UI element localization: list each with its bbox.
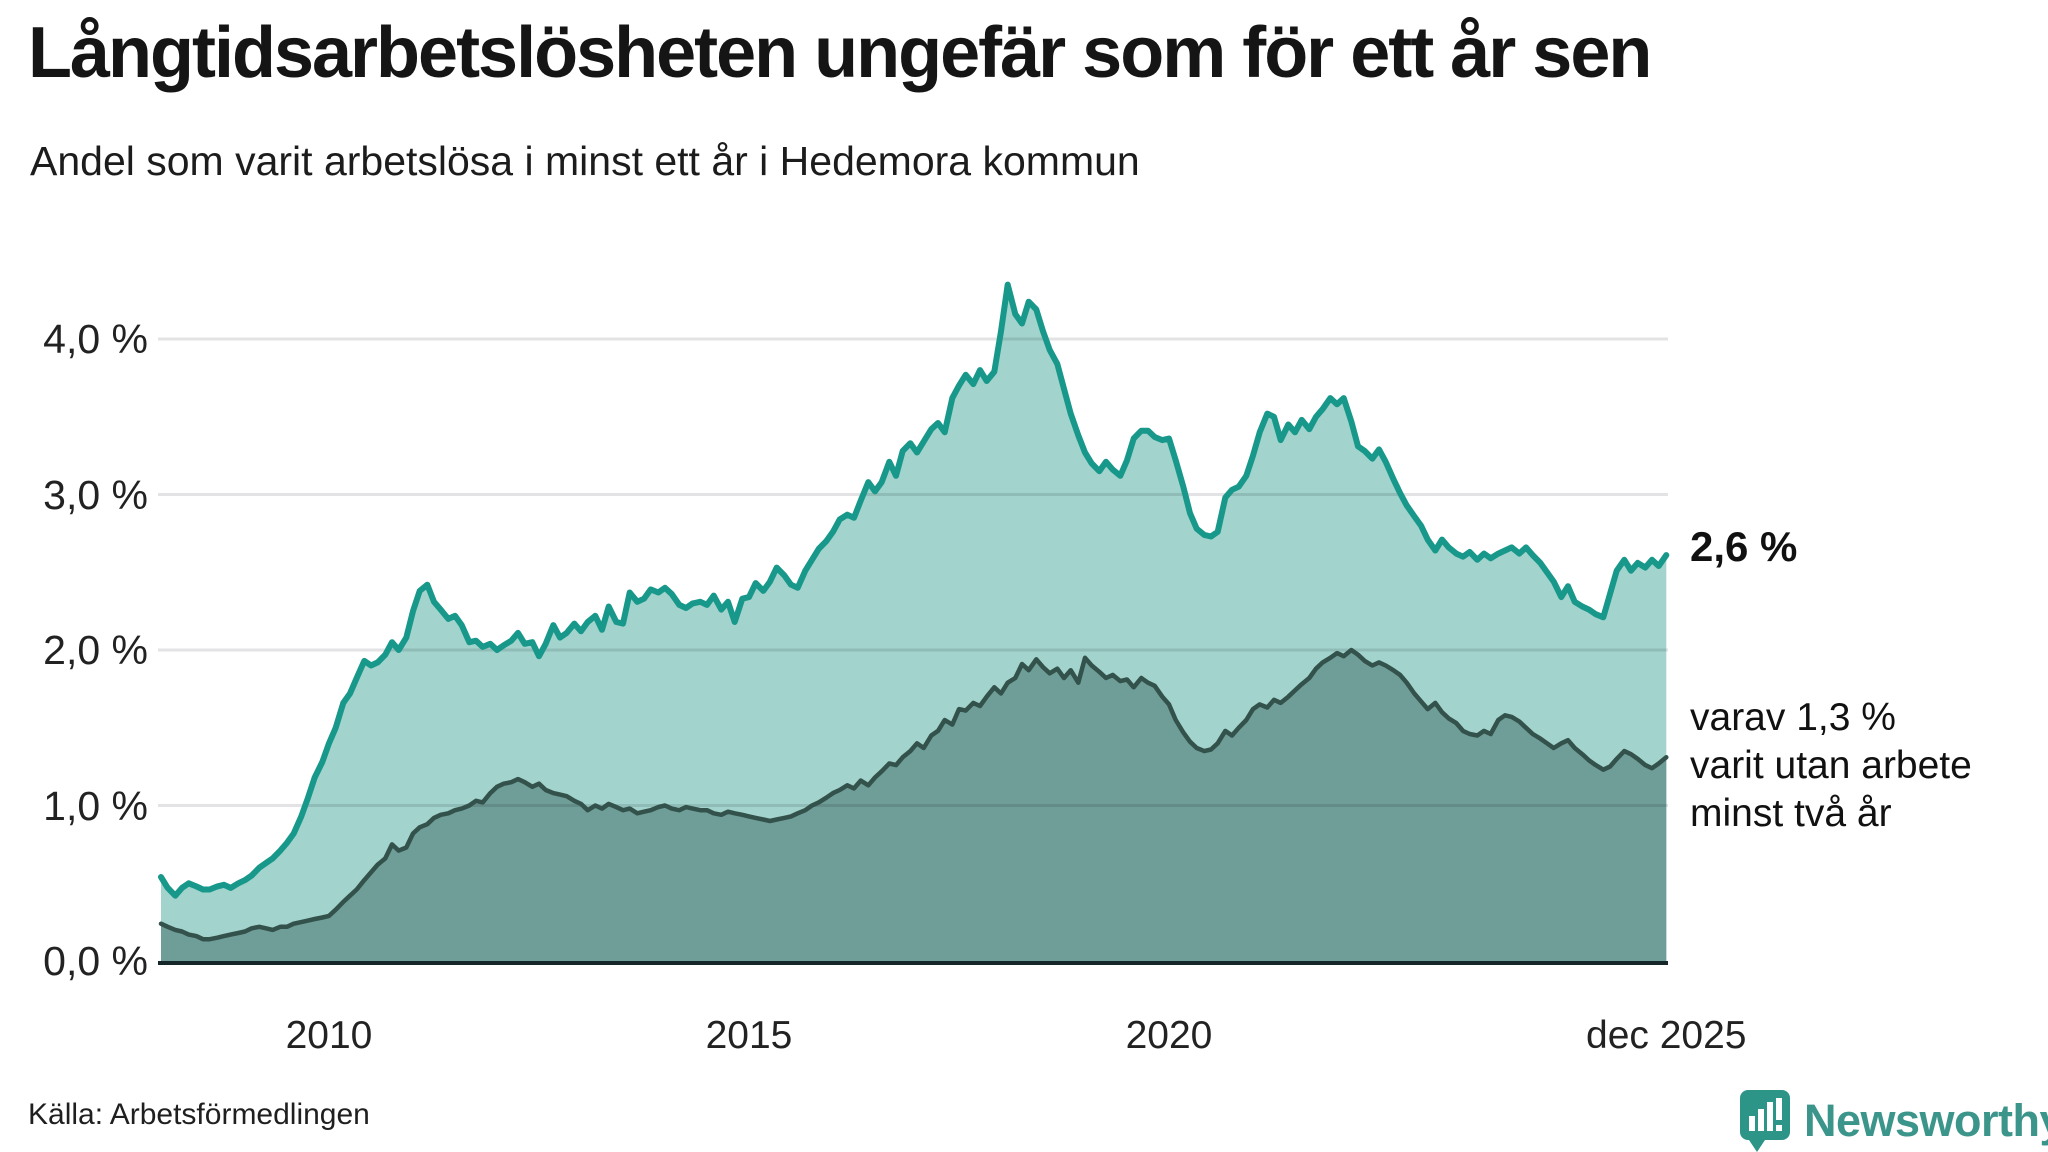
- y-tick-label: 3,0 %: [43, 471, 148, 518]
- series-line-1: [158, 647, 1669, 942]
- side-note-line: varit utan arbete: [1690, 744, 1972, 787]
- side-note-line: minst två år: [1690, 792, 1892, 835]
- x-tick-label: 2020: [1125, 1014, 1213, 1057]
- y-tick-label: 1,0 %: [43, 782, 148, 829]
- newsworthy-icon: [1740, 1090, 1790, 1152]
- x-tick-label: 2010: [285, 1014, 373, 1057]
- x-tick-label: 2015: [705, 1014, 793, 1057]
- y-tick-label: 4,0 %: [43, 316, 148, 362]
- y-tick-label: 0,0 %: [43, 938, 148, 984]
- side-note-annotation: varav 1,3 % varit utan arbete minst två …: [1690, 694, 1972, 838]
- source-attribution: Källa: Arbetsförmedlingen: [28, 1098, 370, 1131]
- series-line-0: [158, 281, 1670, 899]
- brand-logo: Newsworthy: [1740, 1090, 2048, 1152]
- page-title: Långtidsarbetslösheten ungefär som för e…: [28, 13, 1652, 93]
- side-note-line: varav 1,3 %: [1690, 696, 1896, 739]
- end-value-annotation: 2,6 %: [1690, 523, 1798, 570]
- page-subtitle: Andel som varit arbetslösa i minst ett å…: [30, 138, 1140, 184]
- y-tick-label: 2,0 %: [43, 627, 148, 673]
- brand-name: Newsworthy: [1804, 1095, 2048, 1146]
- x-tick-label: dec 2025: [1586, 1014, 1747, 1057]
